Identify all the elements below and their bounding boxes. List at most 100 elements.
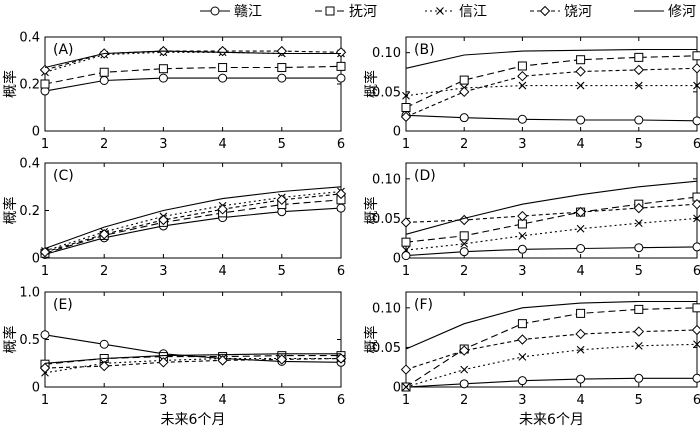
x-tick-label: 2 <box>460 137 468 152</box>
data-point <box>576 308 586 318</box>
x-tick-label: 6 <box>337 393 345 408</box>
x-tick-label: 5 <box>278 264 286 279</box>
panel-label: (F) <box>414 297 433 313</box>
x-tick-label: 3 <box>159 264 167 279</box>
x-tick-label: 2 <box>460 393 468 408</box>
data-point <box>218 73 228 83</box>
x-tick-label: 1 <box>402 137 410 152</box>
plot-frame <box>44 291 342 388</box>
data-point <box>335 353 347 364</box>
data-point <box>39 64 51 76</box>
series-line <box>405 180 698 235</box>
legend-item-4: 修河 <box>634 4 696 20</box>
x-tick-label: 1 <box>402 264 410 279</box>
data-point <box>217 204 228 215</box>
data-point <box>517 319 527 329</box>
y-tick-label: 0 <box>32 252 40 267</box>
data-point <box>277 63 287 73</box>
y-tick-label: 0.10 <box>372 172 401 187</box>
series-2 <box>402 81 700 100</box>
series-4 <box>405 48 697 69</box>
data-point <box>39 246 51 258</box>
data-point <box>40 330 50 340</box>
data-point <box>691 198 700 210</box>
data-point <box>217 355 228 366</box>
x-tick-label: 5 <box>635 137 643 152</box>
data-point <box>401 251 411 261</box>
data-point <box>400 111 412 123</box>
x-tick-label: 6 <box>337 264 345 279</box>
legend-label: 修河 <box>668 4 696 20</box>
panel-label: (A) <box>53 42 74 58</box>
x-tick-label: 4 <box>576 393 584 408</box>
x-tick-label: 6 <box>693 264 700 279</box>
legend-marker <box>325 6 335 16</box>
series-3 <box>400 63 700 123</box>
y-tick-label: 0.05 <box>372 212 401 227</box>
data-point <box>692 242 700 252</box>
y-tick-label: 0 <box>393 252 401 267</box>
data-point <box>575 66 586 77</box>
series-line <box>405 85 697 97</box>
x-tick-label: 1 <box>41 393 49 408</box>
data-point <box>276 354 288 365</box>
series-line <box>44 357 341 374</box>
data-point <box>218 63 228 73</box>
data-point <box>98 229 110 240</box>
x-tick-label: 2 <box>460 264 468 279</box>
data-point <box>634 115 644 125</box>
data-point <box>335 47 347 58</box>
data-point <box>460 365 469 374</box>
legend-item-2: 信江 <box>425 4 487 20</box>
data-point <box>633 64 645 76</box>
data-point <box>633 202 645 214</box>
x-tick-label: 1 <box>41 137 49 152</box>
series-line <box>405 203 698 223</box>
data-point <box>517 61 527 71</box>
series-line <box>405 329 698 371</box>
y-tick-label: 0.10 <box>372 301 401 316</box>
series-line <box>405 300 697 350</box>
data-point <box>634 52 644 62</box>
series-line <box>44 51 341 73</box>
legend-item-1: 抚河 <box>315 4 377 20</box>
series-line <box>44 186 342 250</box>
data-point <box>517 114 527 124</box>
data-point <box>401 237 411 247</box>
y-tick-label: 0.05 <box>372 341 401 356</box>
series-line <box>44 334 342 363</box>
series-0 <box>401 110 700 126</box>
data-point <box>460 239 469 248</box>
data-point <box>693 214 700 223</box>
data-point <box>517 376 527 386</box>
legend-item-0: 赣江 <box>200 4 262 20</box>
series-0 <box>40 203 346 259</box>
data-point <box>576 374 586 384</box>
x-tick-label: 6 <box>337 137 345 152</box>
data-point <box>576 81 585 90</box>
series-2 <box>402 214 700 254</box>
x-tick-label: 5 <box>278 137 286 152</box>
x-tick-label: 5 <box>635 264 643 279</box>
y-tick-label: 0.4 <box>19 157 40 172</box>
data-point <box>692 51 700 61</box>
y-axis-label: 概率 <box>2 70 19 98</box>
series-line <box>44 50 341 69</box>
panel-label: (E) <box>53 297 73 313</box>
plot-frame <box>405 162 698 259</box>
data-point <box>217 45 228 57</box>
series-4 <box>44 50 341 69</box>
data-point <box>400 217 412 228</box>
series-line <box>44 357 342 369</box>
y-tick-label: 0 <box>393 381 401 396</box>
data-point <box>691 324 700 336</box>
x-tick-label: 5 <box>278 393 286 408</box>
data-point <box>402 246 410 254</box>
series-line <box>405 377 697 388</box>
x-tick-label: 4 <box>576 264 584 279</box>
data-point <box>458 86 470 98</box>
y-tick-label: 0.10 <box>372 46 401 61</box>
data-point <box>518 231 527 240</box>
data-point <box>158 357 169 368</box>
x-tick-label: 3 <box>159 393 167 408</box>
